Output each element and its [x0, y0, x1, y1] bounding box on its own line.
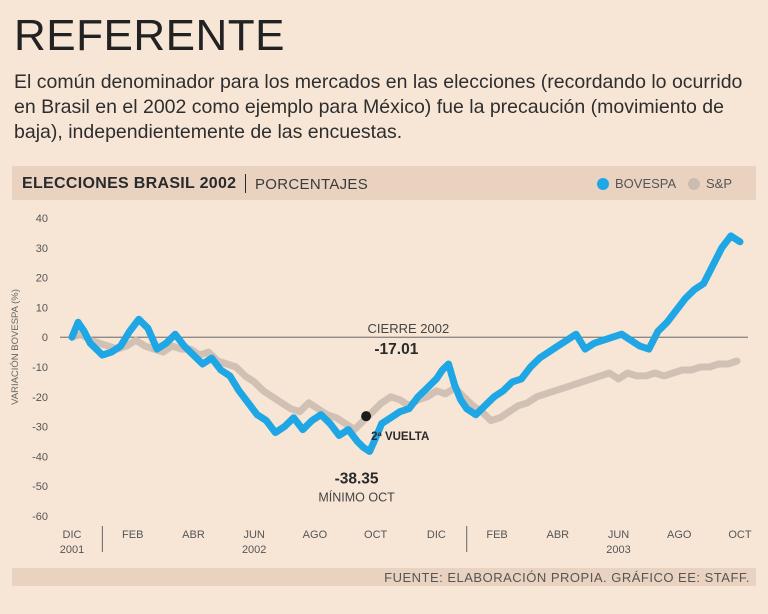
headline: REFERENTE: [14, 11, 285, 60]
y-tick-label: -30: [32, 422, 48, 434]
x-tick-label: FEB: [122, 529, 143, 541]
y-tick-label: -40: [32, 451, 48, 463]
chart-subtitle: PORCENTAJES: [255, 176, 369, 193]
x-tick-label: DIC: [63, 529, 82, 541]
chart-header-bar: ELECCIONES BRASIL 2002 PORCENTAJES BOVES…: [12, 166, 756, 200]
x-tick-label: JUN: [608, 529, 629, 541]
x-tick-year-label: 2001: [60, 544, 84, 556]
legend-sp: S&P: [688, 176, 732, 191]
legend-label-bovespa: BOVESPA: [615, 176, 677, 191]
x-tick-label: AGO: [303, 529, 328, 541]
x-tick-label: ABR: [182, 529, 205, 541]
y-tick-label: 40: [36, 213, 48, 225]
y-tick-label: -10: [32, 362, 48, 374]
title-separator: [245, 174, 246, 193]
x-tick-label: OCT: [364, 529, 388, 541]
x-tick-label: OCT: [728, 529, 752, 541]
x-tick-label: FEB: [486, 529, 507, 541]
x-tick-label: AGO: [667, 529, 692, 541]
cierre-value: -17.01: [374, 341, 418, 358]
y-axis-label: VARIACIÓN BOVESPA (%): [10, 289, 21, 405]
y-tick-label: 0: [42, 332, 48, 344]
y-tick-label: -60: [32, 511, 48, 523]
segunda-vuelta-label: 2ª VUELTA: [371, 431, 429, 443]
segunda-vuelta-marker: [361, 411, 372, 422]
source-text: FUENTE: ELABORACIÓN PROPIA. GRÁFICO EE: …: [384, 570, 750, 585]
y-tick-label: 20: [36, 273, 48, 285]
chart-title: ELECCIONES BRASIL 2002: [22, 175, 237, 192]
legend-bovespa: BOVESPA: [597, 176, 676, 191]
line-chart: CIERRE 2002 -17.01 2ª VUELTA -38.35 MÍNIMO O…: [10, 213, 752, 556]
y-tick-label: -20: [32, 392, 48, 404]
x-tick-year-label: 2003: [606, 544, 630, 556]
x-tick-label: DIC: [427, 529, 446, 541]
legend-label-sp: S&P: [706, 176, 733, 191]
x-tick-label: JUN: [243, 529, 264, 541]
legend-dot-icon: [597, 177, 609, 190]
minimo-label: MÍNIMO OCT: [318, 489, 395, 504]
x-tick-year-label: 2002: [242, 544, 266, 556]
lead-paragraph: El común denominador para los mercados e…: [14, 71, 743, 143]
y-tick-label: -50: [32, 481, 48, 493]
cierre-label: CIERRE 2002: [368, 321, 450, 336]
y-tick-label: 30: [36, 243, 48, 255]
minimo-value: -38.35: [335, 470, 379, 487]
x-tick-label: ABR: [547, 529, 570, 541]
legend-dot-icon: [688, 177, 700, 190]
source-footer: FUENTE: ELABORACIÓN PROPIA. GRÁFICO EE: …: [12, 568, 756, 586]
bovespa-line: [68, 232, 744, 455]
y-tick-label: 10: [36, 302, 48, 314]
